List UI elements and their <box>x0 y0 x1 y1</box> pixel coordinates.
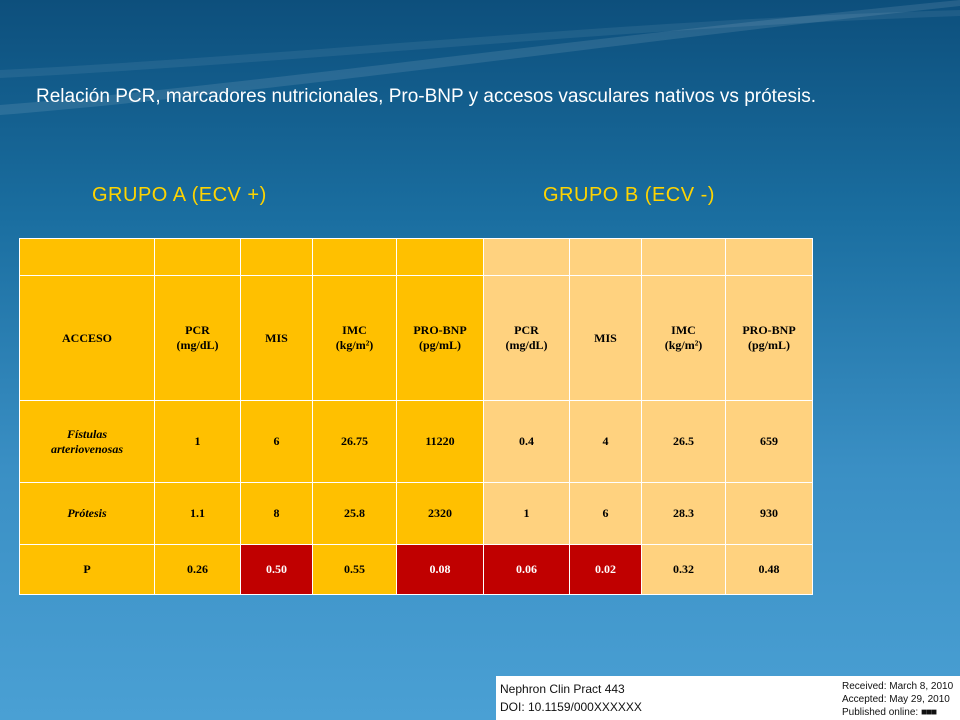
table-cell: 28.3 <box>641 482 726 545</box>
background-swoosh <box>0 0 960 115</box>
published-online: Published online: <box>842 707 919 718</box>
table-cell: 0.48 <box>725 544 813 595</box>
table-cell: 0.26 <box>154 544 241 595</box>
table-cell: 0.55 <box>312 544 397 595</box>
table-cell: 26.5 <box>641 400 726 483</box>
header-b-pcr: PCR (mg/dL) <box>483 275 570 401</box>
table-cell: 1.1 <box>154 482 241 545</box>
table-row-p: P 0.26 0.50 0.55 0.08 0.06 0.02 0.32 0.4… <box>19 544 813 595</box>
table-row-protesis: Prótesis 1.1 8 25.8 2320 1 6 28.3 930 <box>19 482 813 545</box>
table-cell: 1 <box>154 400 241 483</box>
table-cell: 659 <box>725 400 813 483</box>
table-cell: 0.32 <box>641 544 726 595</box>
empty-top-row <box>19 238 813 276</box>
table-cell-highlight: 0.06 <box>483 544 570 595</box>
header-a-mis: MIS <box>240 275 313 401</box>
table-cell: 25.8 <box>312 482 397 545</box>
table-cell: 6 <box>240 400 313 483</box>
table-cell: 8 <box>240 482 313 545</box>
table-cell: 2320 <box>396 482 484 545</box>
table-cell: 11220 <box>396 400 484 483</box>
doi-text: DOI: 10.1159/000XXXXXX <box>500 700 642 714</box>
table-cell-highlight: 0.50 <box>240 544 313 595</box>
received-date: Received: March 8, 2010 <box>842 681 954 692</box>
journal-citation: Nephron Clin Pract 443 <box>500 682 625 696</box>
header-a-probnp: PRO-BNP (pg/mL) <box>396 275 484 401</box>
header-a-imc: IMC (kg/m²) <box>312 275 397 401</box>
header-b-imc: IMC (kg/m²) <box>641 275 726 401</box>
table-row-fistulas: Fístulas arteriovenosas 1 6 26.75 11220 0… <box>19 400 813 483</box>
citation-box: Nephron Clin Pract 443 DOI: 10.1159/000X… <box>496 676 960 720</box>
header-a-pcr: PCR (mg/dL) <box>154 275 241 401</box>
redacted-blocks: ■■■ <box>920 707 937 718</box>
accepted-date: Accepted: May 29, 2010 <box>842 694 950 705</box>
group-a-label: GRUPO A (ECV +) <box>92 184 267 206</box>
results-table: ACCESO PCR (mg/dL) MIS IMC (kg/m²) PRO-BNP… <box>19 238 813 595</box>
table-cell-highlight: 0.02 <box>569 544 642 595</box>
row-label-p: P <box>19 544 155 595</box>
row-label-protesis: Prótesis <box>19 482 155 545</box>
slide-title: Relación PCR, marcadores nutricionales, … <box>36 86 817 107</box>
row-label-fistulas: Fístulas arteriovenosas <box>19 400 155 483</box>
header-row: ACCESO PCR (mg/dL) MIS IMC (kg/m²) PRO-BNP… <box>19 275 813 401</box>
header-acceso: ACCESO <box>19 275 155 401</box>
table-cell: 930 <box>725 482 813 545</box>
group-b-label: GRUPO B (ECV -) <box>543 184 715 206</box>
table-cell: 6 <box>569 482 642 545</box>
header-b-mis: MIS <box>569 275 642 401</box>
table-cell: 4 <box>569 400 642 483</box>
table-cell-highlight: 0.08 <box>396 544 484 595</box>
table-cell: 0.4 <box>483 400 570 483</box>
table-cell: 1 <box>483 482 570 545</box>
header-b-probnp: PRO-BNP (pg/mL) <box>725 275 813 401</box>
table-cell: 26.75 <box>312 400 397 483</box>
